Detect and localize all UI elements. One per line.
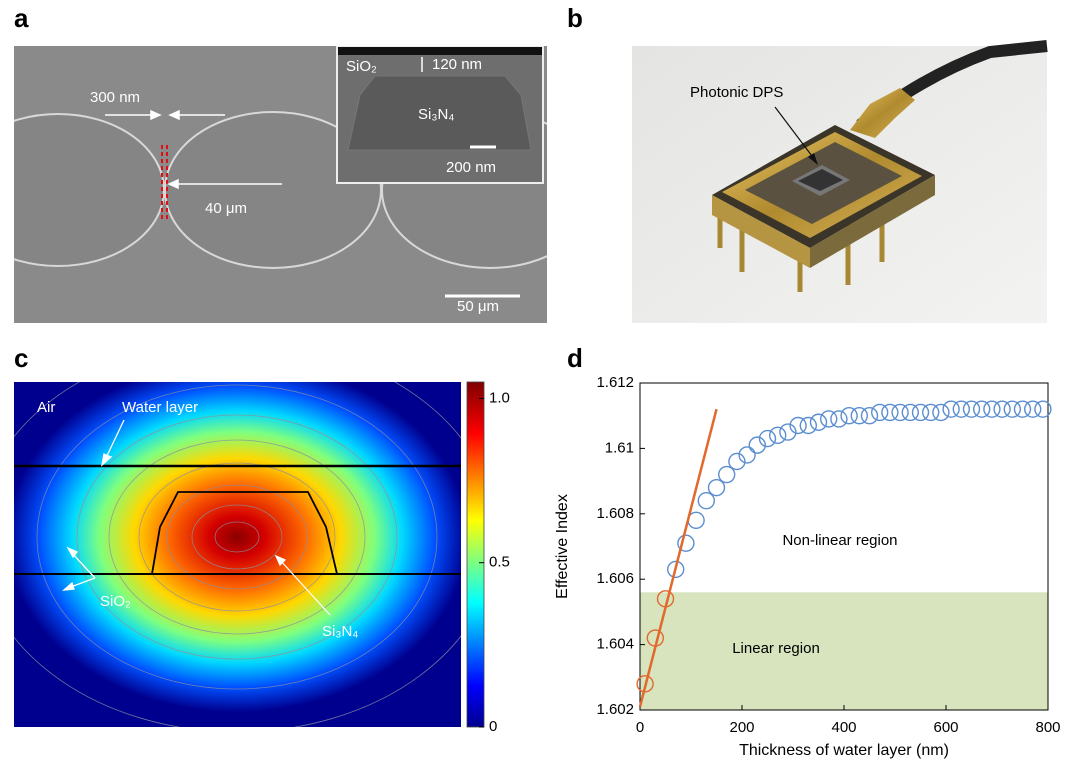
- scatter-point: [841, 408, 857, 424]
- y-tick-label: 1.604: [596, 636, 634, 653]
- x-tick-label: 800: [1035, 719, 1060, 736]
- annotation: Photonic DPS: [690, 84, 783, 101]
- scatter-point: [902, 404, 918, 420]
- inset-scale-label: 200 nm: [446, 159, 496, 176]
- annotation: Non-linear region: [782, 532, 897, 549]
- scatter-point: [953, 401, 969, 417]
- inset-thickness-label: 120 nm: [432, 56, 482, 73]
- scatter-point: [1015, 401, 1031, 417]
- scatter-point: [984, 401, 1000, 417]
- shaded-region: [640, 592, 1048, 710]
- scatter-point: [943, 401, 959, 417]
- scatter-point: [831, 411, 847, 427]
- cladding-label: SiO₂: [100, 593, 131, 610]
- scatter-point: [974, 401, 990, 417]
- scatter-point: [770, 427, 786, 443]
- scatter-point: [872, 404, 888, 420]
- scale-bar-label: 50 μm: [457, 298, 499, 315]
- scatter-point: [698, 493, 714, 509]
- scatter-point: [913, 404, 929, 420]
- colorbar-tick-label: 1.0: [489, 389, 510, 406]
- panel-label: d: [567, 343, 583, 373]
- y-tick-label: 1.606: [596, 570, 634, 587]
- x-tick-label: 400: [831, 719, 856, 736]
- scatter-point: [862, 408, 878, 424]
- inset-cladding-label: SiO₂: [346, 58, 377, 75]
- panel-label: c: [14, 343, 28, 373]
- air-label: Air: [37, 399, 55, 416]
- panel-label: b: [567, 3, 583, 33]
- y-axis-label: Effective Index: [554, 494, 571, 599]
- scatter-point: [1004, 401, 1020, 417]
- scatter-point: [892, 404, 908, 420]
- sem-image: [0, 46, 598, 323]
- x-axis-label: Thickness of water layer (nm): [739, 742, 949, 759]
- scatter-point: [719, 467, 735, 483]
- panel-label: a: [14, 3, 29, 33]
- x-tick-label: 600: [933, 719, 958, 736]
- mode-field: [0, 342, 497, 732]
- scatter-point: [1025, 401, 1041, 417]
- scatter-point: [709, 480, 725, 496]
- annotation: Linear region: [732, 640, 820, 657]
- gap-label: 300 nm: [90, 89, 140, 106]
- colorbar-tick-label: 0.5: [489, 554, 510, 571]
- period-label: 40 μm: [205, 200, 247, 217]
- y-tick-label: 1.608: [596, 505, 634, 522]
- scatter-point: [964, 401, 980, 417]
- x-tick-label: 200: [729, 719, 754, 736]
- scatter-point: [923, 404, 939, 420]
- core-label: Si₃N₄: [322, 623, 358, 640]
- water-label: Water layer: [122, 399, 198, 416]
- x-tick-label: 0: [636, 719, 644, 736]
- scatter-point: [821, 411, 837, 427]
- scatter-point: [811, 414, 827, 430]
- inset-core-label: Si₃N₄: [418, 106, 454, 123]
- scatter-point: [882, 404, 898, 420]
- y-tick-label: 1.612: [596, 374, 634, 391]
- scatter-point: [851, 408, 867, 424]
- scatter-point: [800, 418, 816, 434]
- colorbar-tick-label: 0: [489, 718, 497, 735]
- figure: a b c d 300 nm 40 μm 50 μm SiO₂ 120 nm S…: [0, 0, 1065, 763]
- scatter-point: [933, 404, 949, 420]
- y-tick-label: 1.61: [605, 439, 634, 456]
- scatter-point: [994, 401, 1010, 417]
- y-tick-label: 1.602: [596, 701, 634, 718]
- colorbar: [467, 382, 484, 727]
